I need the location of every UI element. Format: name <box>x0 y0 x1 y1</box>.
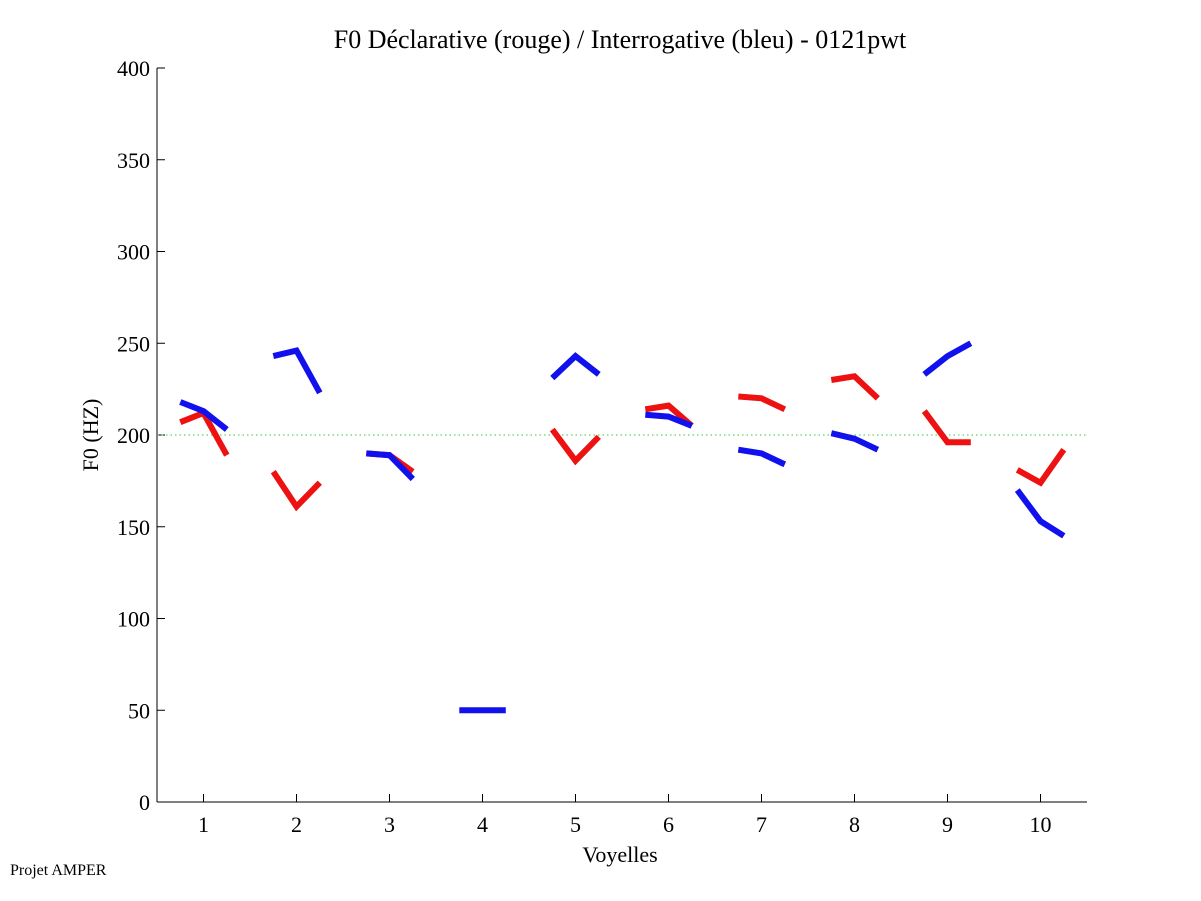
y-axis-label: F0 (HZ) <box>78 399 103 472</box>
y-tick-label: 400 <box>117 56 150 81</box>
series-interrogative-segment <box>273 351 320 393</box>
chart: F0 Déclarative (rouge) / Interrogative (… <box>0 0 1201 901</box>
series-interrogative-segment <box>831 433 878 450</box>
chart-title: F0 Déclarative (rouge) / Interrogative (… <box>334 25 907 54</box>
series-dclarative-segment <box>738 397 785 410</box>
x-tick-label: 10 <box>1030 812 1052 837</box>
y-tick-label: 300 <box>117 240 150 265</box>
x-tick-label: 4 <box>477 812 488 837</box>
plot-area: 0 50 100 150 200 250 300 350 400 1 2 3 4 5 6 7 8 9 10 <box>117 56 1087 837</box>
series-interrogative-segment <box>738 450 785 465</box>
y-tick-label: 100 <box>117 607 150 632</box>
y-tick-label: 0 <box>139 790 150 815</box>
series-dclarative-segment <box>831 376 878 398</box>
x-tick-label: 9 <box>942 812 953 837</box>
footer-note: Projet AMPER <box>10 862 106 880</box>
x-axis-label: Voyelles <box>582 842 657 867</box>
series-interrogative-segment <box>552 356 599 378</box>
x-tick-label: 2 <box>291 812 302 837</box>
x-tick-label: 1 <box>198 812 209 837</box>
series-dclarative-segment <box>552 430 599 461</box>
series-dclarative-segment <box>273 472 320 507</box>
x-tick-label: 8 <box>849 812 860 837</box>
x-tick-label: 5 <box>570 812 581 837</box>
y-tick-label: 150 <box>117 515 150 540</box>
y-tick-label: 350 <box>117 148 150 173</box>
series-dclarative-segment <box>180 413 227 455</box>
series-interrogative-segment <box>1017 490 1064 536</box>
series-dclarative-segment <box>1017 450 1064 483</box>
x-tick-label: 7 <box>756 812 767 837</box>
series-dclarative-segment <box>924 411 971 442</box>
x-tick-label: 3 <box>384 812 395 837</box>
y-tick-label: 50 <box>128 698 150 723</box>
y-tick-label: 200 <box>117 423 150 448</box>
y-tick-label: 250 <box>117 331 150 356</box>
x-tick-label: 6 <box>663 812 674 837</box>
series-interrogative-segment <box>924 343 971 374</box>
